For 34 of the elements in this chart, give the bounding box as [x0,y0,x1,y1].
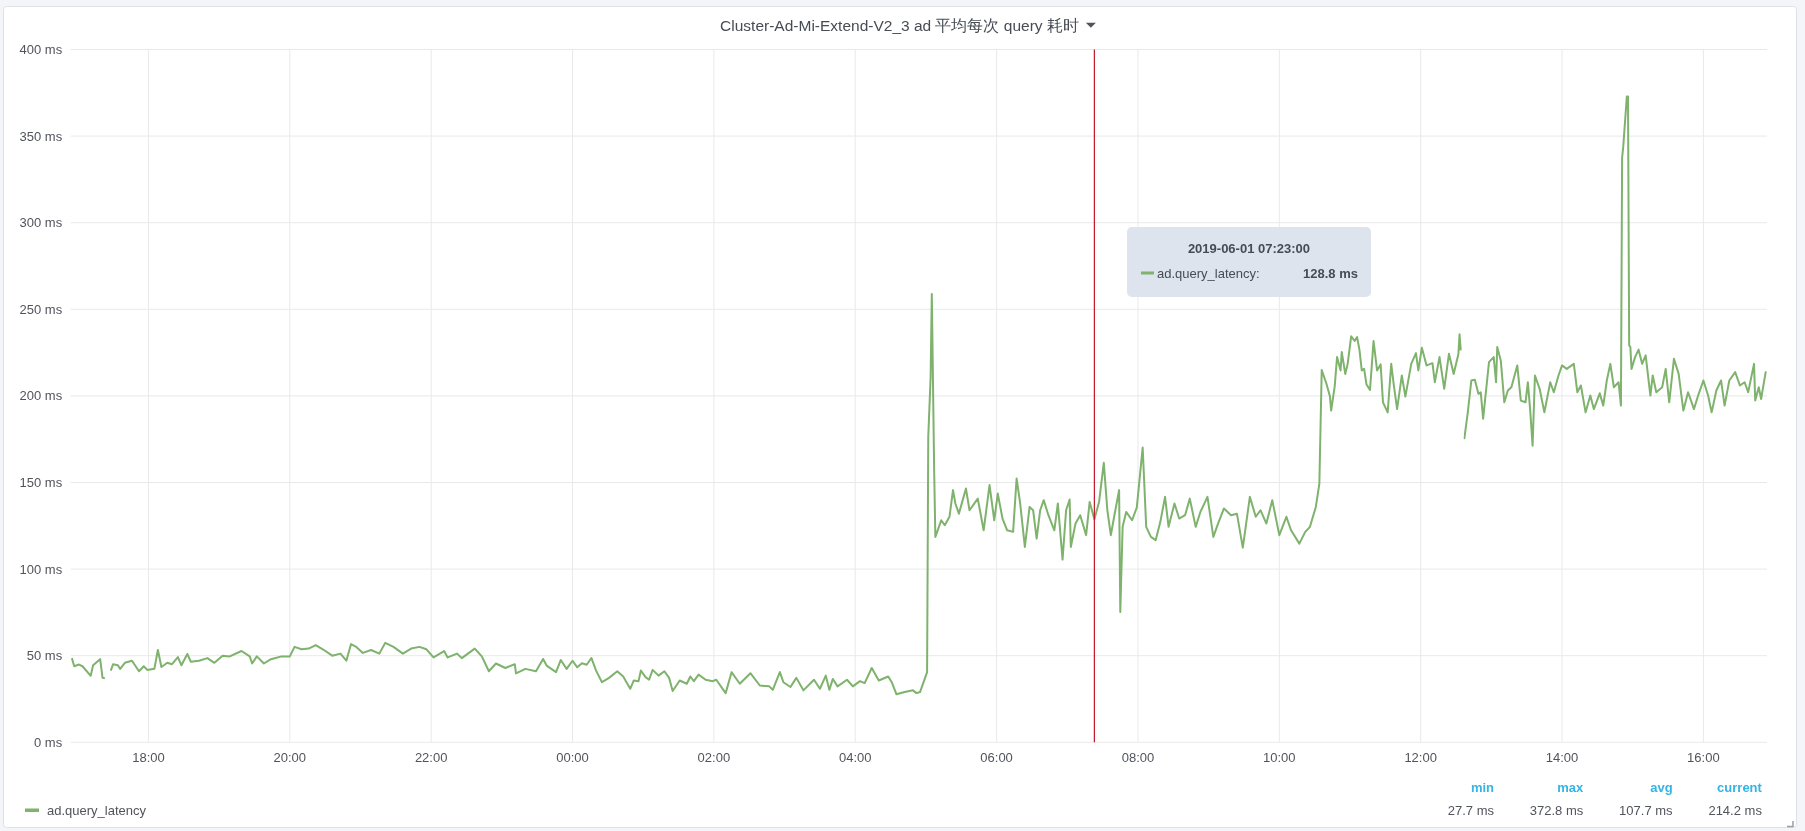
x-tick-label: 08:00 [1121,750,1155,765]
x-tick-label: 00:00 [556,750,589,765]
text: 214.2 ms [1708,802,1763,818]
y-tick-label: 350 ms [19,128,63,144]
y-tick-label: 400 ms [19,42,63,57]
x-tick-label: 12:00 [1404,750,1437,765]
text: min [1470,779,1495,795]
text: 372.8 ms [1529,802,1584,818]
legend-label: ad.query_latency [47,802,147,818]
x-tick-label: 16:00 [1687,750,1720,765]
y-tick-label: 150 ms [19,475,63,490]
x-tick-label: 06:00 [980,750,1013,765]
y-tick-label: 50 ms [26,648,63,664]
text: max [1557,779,1585,795]
x-tick-label: 14:00 [1545,750,1579,765]
y-tick-label: 0 ms [34,734,63,750]
y-tick-label: 200 ms [19,388,63,404]
y-tick-label: 100 ms [19,561,63,577]
x-tick-label: 18:00 [132,750,165,765]
x-tick-label: 02:00 [697,750,731,765]
x-tick-label: 20:00 [273,750,307,765]
x-tick-label: 22:00 [414,750,448,765]
annotation: 2019-06-01 07:23:00 [1187,240,1311,256]
text: 27.7 ms [1447,802,1495,818]
x-tick-label: 10:00 [1263,750,1296,765]
annotation: 128.8 ms [1303,265,1358,281]
y-tick-label: 250 ms [19,301,63,317]
chart-title: Cluster-Ad-Mi-Extend-V2_3 ad 平均每次 query 耗时 [720,17,1079,34]
x-tick-label: 04:00 [838,750,872,765]
text: 107.7 ms [1619,802,1674,818]
y-tick-label: 300 ms [19,215,63,231]
annotation: ad.query_latency: [1156,265,1260,281]
text: current [1717,779,1763,795]
text: avg [1650,779,1673,795]
